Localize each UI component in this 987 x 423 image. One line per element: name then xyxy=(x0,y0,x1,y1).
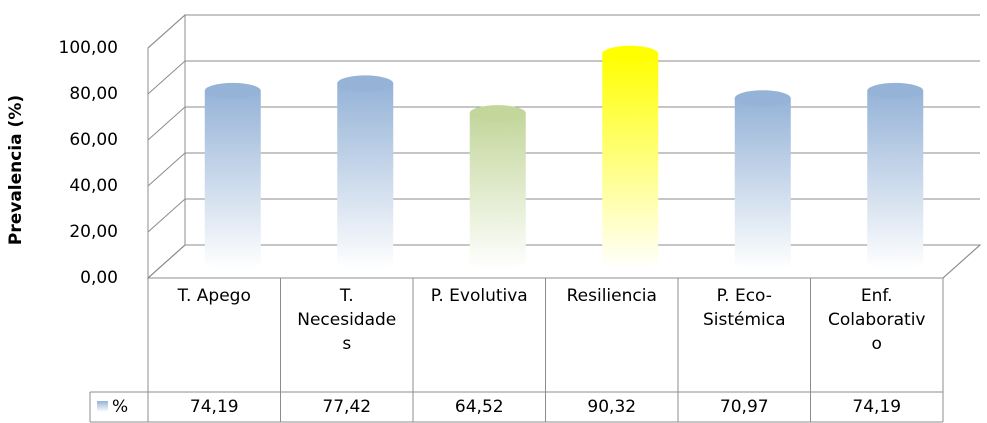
bar xyxy=(602,53,659,270)
x-tick-label: P. Eco-Sistémica xyxy=(702,286,786,330)
grid-line xyxy=(147,106,980,141)
x-tick-label: P. Evolutiva xyxy=(430,286,528,306)
y-tick-label: 80,00 xyxy=(69,84,118,104)
x-tick-label: T. Apego xyxy=(177,286,251,306)
legend-label: % xyxy=(112,397,129,417)
grid-line xyxy=(147,152,980,187)
y-tick-label: 100,00 xyxy=(59,38,118,58)
y-tick-label: 60,00 xyxy=(69,130,118,150)
bar xyxy=(867,90,924,270)
table-border xyxy=(942,244,981,279)
side-wall xyxy=(147,13,186,280)
x-tick-label: T. Necesidades xyxy=(297,286,397,354)
bar xyxy=(734,98,791,270)
y-axis-label: Prevalencia (%) xyxy=(6,95,26,245)
grid-line xyxy=(147,60,980,95)
data-label: 74,19 xyxy=(189,397,239,417)
y-tick-label: 20,00 xyxy=(69,222,118,242)
data-label: 74,19 xyxy=(852,397,902,417)
floor xyxy=(146,244,982,279)
bar xyxy=(469,113,526,270)
grid-line xyxy=(147,198,980,233)
grid-line xyxy=(147,244,980,279)
y-tick-label: 0,00 xyxy=(80,268,118,288)
bar-top xyxy=(469,105,526,122)
bar-top xyxy=(602,45,659,62)
bar-top xyxy=(204,82,261,99)
x-tick-label: Resiliencia xyxy=(566,286,657,306)
bar-top xyxy=(337,75,394,92)
y-tick-label: 40,00 xyxy=(69,176,118,196)
data-label: 77,42 xyxy=(322,397,372,417)
bar xyxy=(337,83,394,270)
bar-top xyxy=(734,90,791,107)
bar xyxy=(204,90,261,270)
data-label: 70,97 xyxy=(719,397,769,417)
x-tick-label: Enf. Colaborativo xyxy=(828,286,926,354)
legend-key xyxy=(97,401,108,412)
data-label: 64,52 xyxy=(454,397,504,417)
data-label: 90,32 xyxy=(587,397,637,417)
bar-top xyxy=(867,82,924,99)
grid-line xyxy=(147,14,980,49)
